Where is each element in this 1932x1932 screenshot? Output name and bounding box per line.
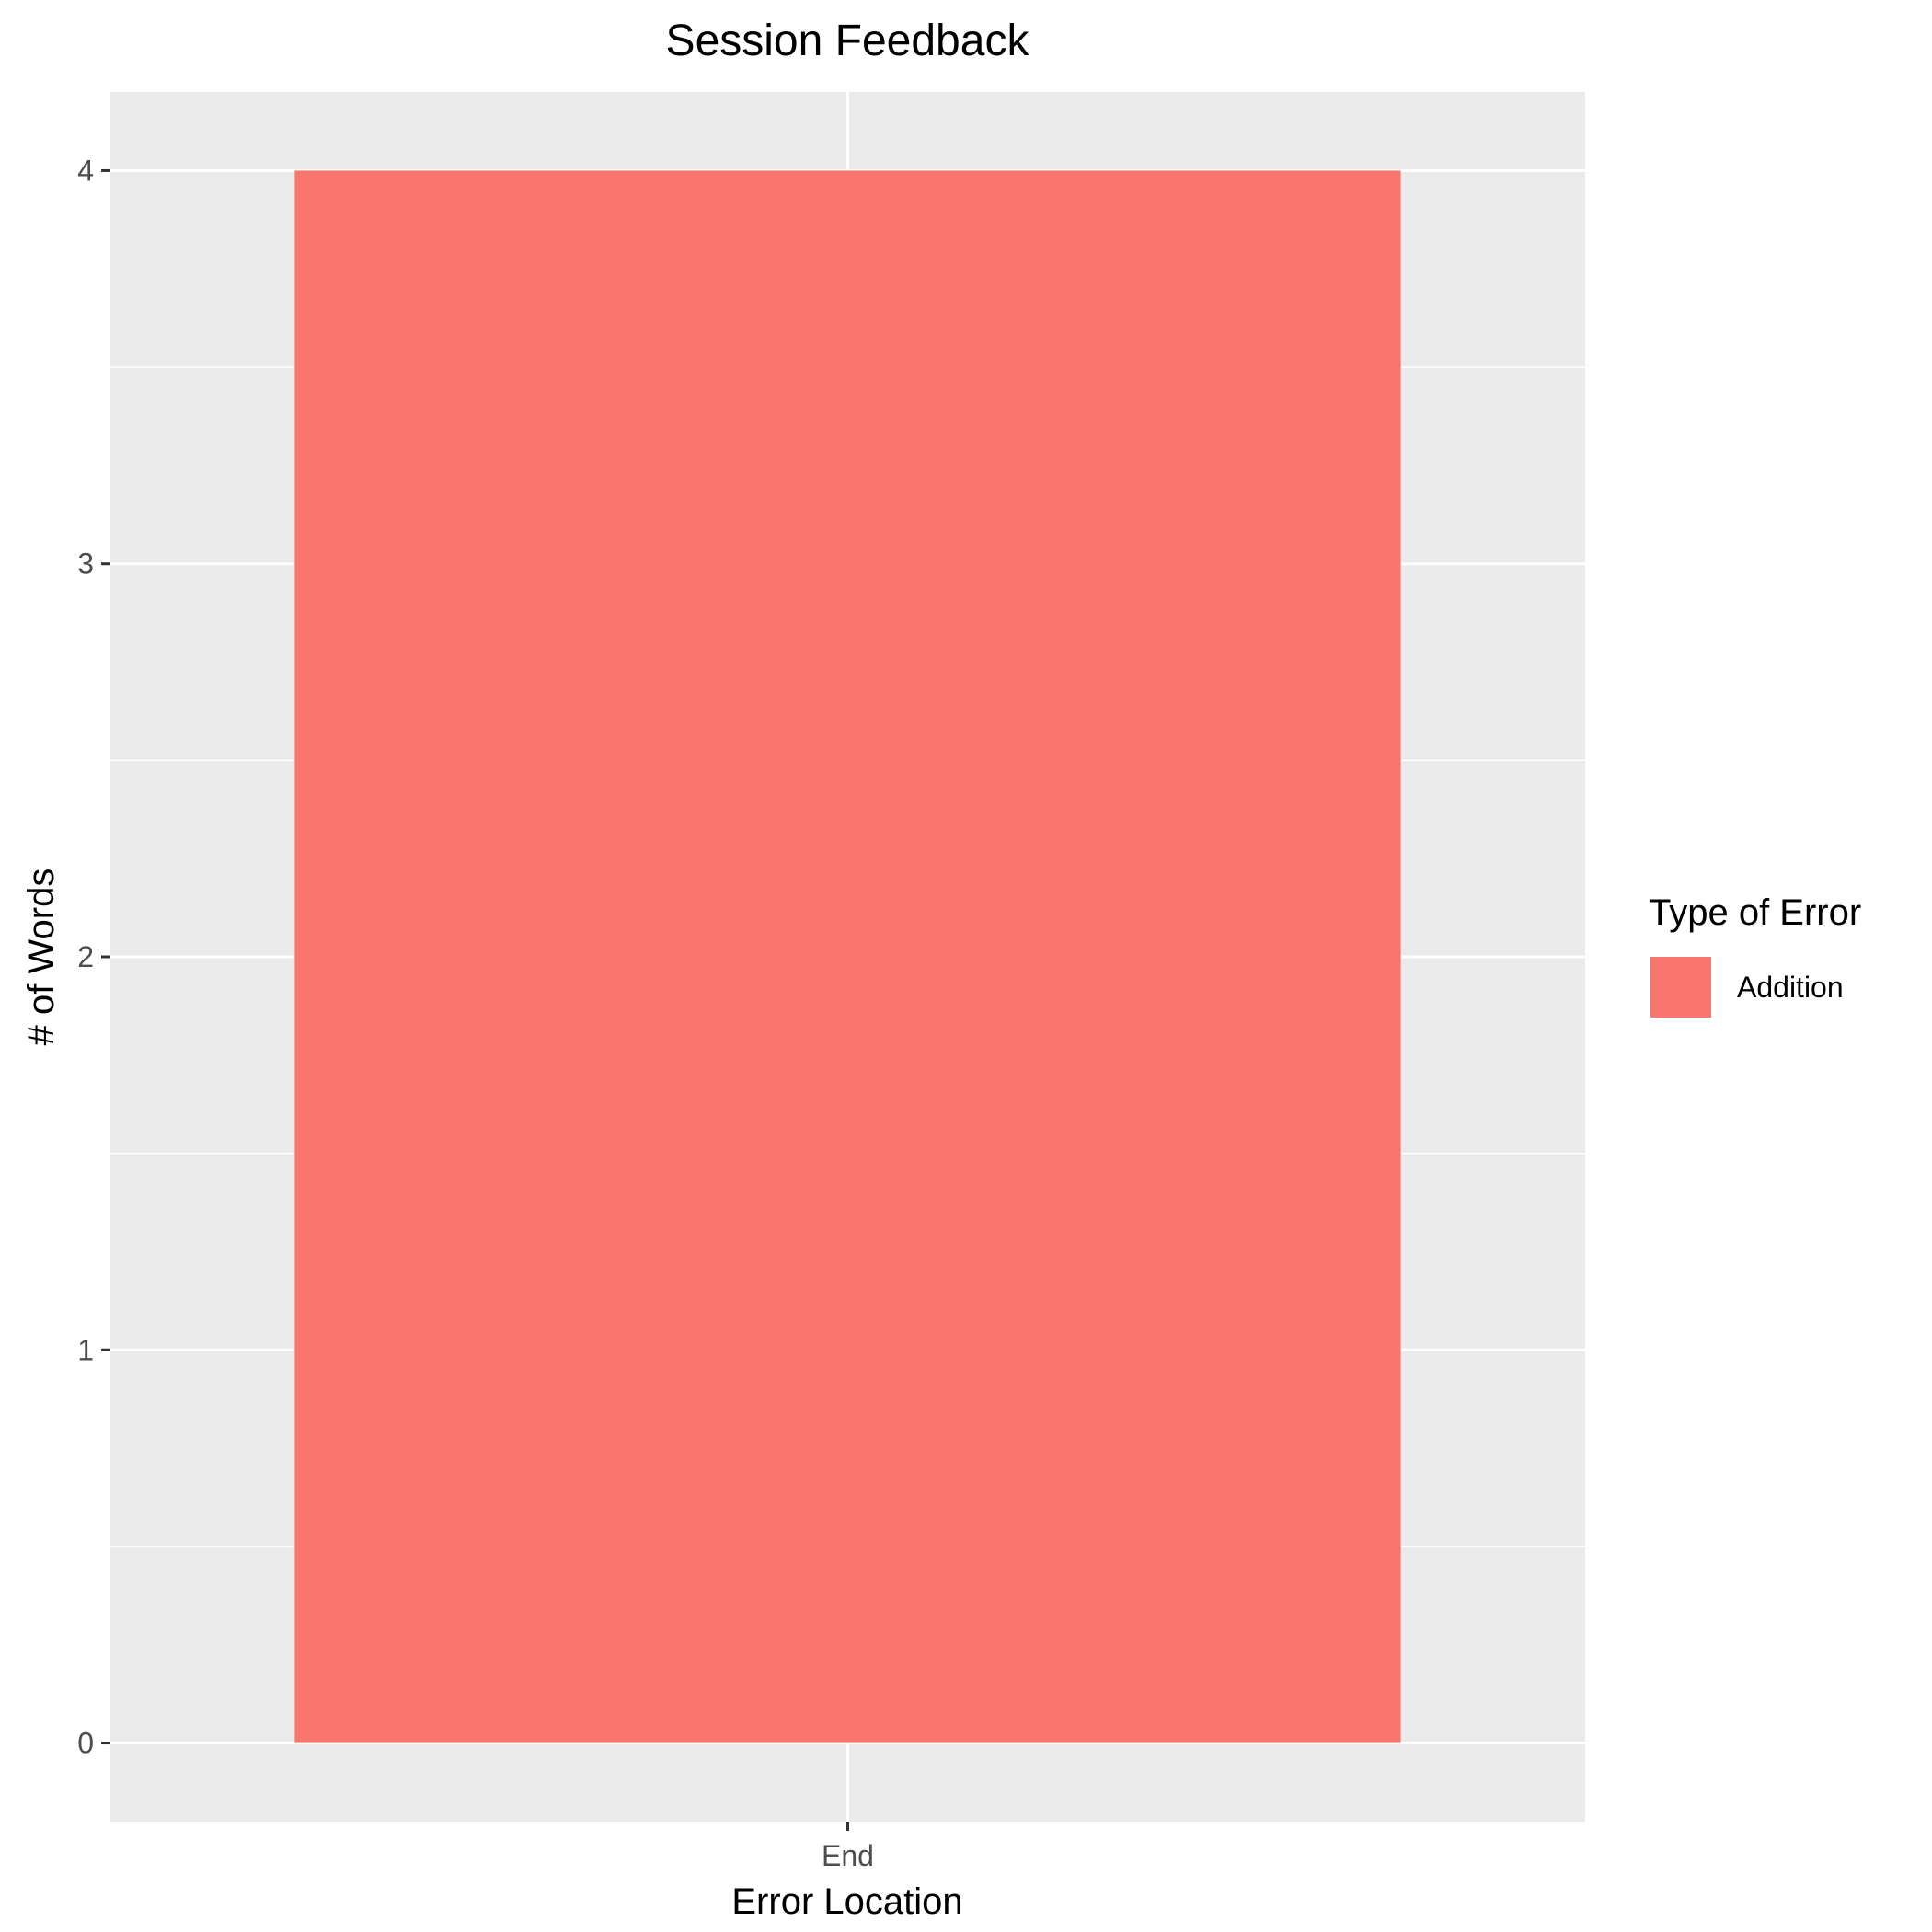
x-tick-label: End [822,1839,874,1872]
x-axis-title: Error Location [731,1881,962,1922]
legend-label: Addition [1737,971,1844,1004]
y-tick-label: 0 [77,1727,94,1760]
y-axis-title: # of Words [21,868,62,1046]
legend: Type of Error Addition [1649,892,1861,1018]
y-tick-label: 3 [77,547,94,581]
legend-items: Addition [1650,957,1844,1018]
y-tick-label: 4 [77,154,94,187]
x-axis: End [822,1822,874,1872]
chart-title: Session Feedback [666,17,1030,65]
y-axis: 0 1 2 3 4 [77,154,110,1760]
y-tick-label: 1 [77,1333,94,1366]
legend-key [1650,957,1711,1018]
bar-addition [294,170,1401,1743]
legend-title: Type of Error [1649,892,1861,933]
bars [294,170,1401,1743]
y-tick-label: 2 [77,940,94,973]
